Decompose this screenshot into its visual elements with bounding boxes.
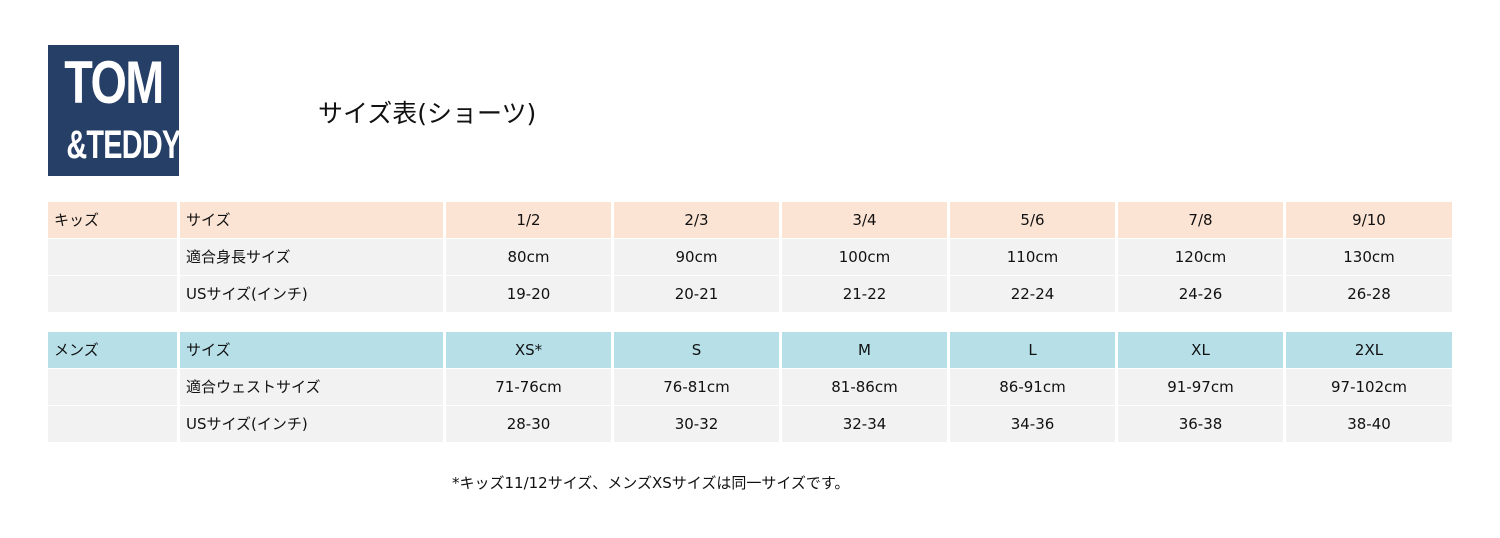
value-cell: 22-24 (950, 276, 1115, 312)
value-cell: 130cm (1286, 239, 1452, 275)
value-cell: 2/3 (614, 202, 779, 238)
row-label: サイズ (180, 332, 443, 368)
value-cell: 19-20 (446, 276, 611, 312)
value-cell: 86-91cm (950, 369, 1115, 405)
value-cell: 36-38 (1118, 406, 1283, 442)
value-cell: 38-40 (1286, 406, 1452, 442)
value-cell: 20-21 (614, 276, 779, 312)
empty-cell (48, 406, 177, 442)
page-title: サイズ表(ショーツ) (318, 99, 537, 128)
row-label: 適合身長サイズ (180, 239, 443, 275)
value-cell: 90cm (614, 239, 779, 275)
row-label: 適合ウェストサイズ (180, 369, 443, 405)
brand-logo: TOM &TEDDY (48, 45, 181, 176)
value-cell: 100cm (782, 239, 947, 275)
table-header-row: キッズ サイズ 1/2 2/3 3/4 5/6 7/8 9/10 (48, 202, 1452, 238)
value-cell: L (950, 332, 1115, 368)
empty-cell (48, 239, 177, 275)
value-cell: S (614, 332, 779, 368)
table-row: USサイズ(インチ) 19-20 20-21 21-22 22-24 24-26 26-28 (48, 276, 1452, 312)
group-label: メンズ (48, 332, 177, 368)
value-cell: 30-32 (614, 406, 779, 442)
value-cell: 81-86cm (782, 369, 947, 405)
value-cell: 26-28 (1286, 276, 1452, 312)
empty-cell (48, 369, 177, 405)
value-cell: 21-22 (782, 276, 947, 312)
value-cell: XL (1118, 332, 1283, 368)
kids-size-table: キッズ サイズ 1/2 2/3 3/4 5/6 7/8 9/10 適合身長サイズ 80cm 90cm… (48, 202, 1452, 313)
value-cell: 5/6 (950, 202, 1115, 238)
table-row: 適合身長サイズ 80cm 90cm 100cm 110cm 120cm 130cm (48, 239, 1452, 275)
table-row: 適合ウェストサイズ 71-76cm 76-81cm 81-86cm 86-91cm 91-… (48, 369, 1452, 405)
value-cell: 3/4 (782, 202, 947, 238)
table-row: USサイズ(インチ) 28-30 30-32 32-34 34-36 36-38 38-40 (48, 406, 1452, 442)
group-label: キッズ (48, 202, 177, 238)
empty-cell (48, 276, 177, 312)
logo-line2: &TEDDY (66, 123, 181, 167)
value-cell: 7/8 (1118, 202, 1283, 238)
value-cell: 2XL (1286, 332, 1452, 368)
value-cell: M (782, 332, 947, 368)
value-cell: 24-26 (1118, 276, 1283, 312)
row-label: サイズ (180, 202, 443, 238)
value-cell: XS* (446, 332, 611, 368)
logo-line1: TOM (64, 49, 164, 116)
value-cell: 71-76cm (446, 369, 611, 405)
value-cell: 1/2 (446, 202, 611, 238)
row-label: USサイズ(インチ) (180, 276, 443, 312)
value-cell: 91-97cm (1118, 369, 1283, 405)
value-cell: 97-102cm (1286, 369, 1452, 405)
value-cell: 110cm (950, 239, 1115, 275)
table-header-row: メンズ サイズ XS* S M L XL 2XL (48, 332, 1452, 368)
value-cell: 28-30 (446, 406, 611, 442)
value-cell: 32-34 (782, 406, 947, 442)
footnote: *キッズ11/12サイズ、メンズXSサイズは同一サイズです。 (452, 474, 850, 492)
value-cell: 76-81cm (614, 369, 779, 405)
value-cell: 120cm (1118, 239, 1283, 275)
row-label: USサイズ(インチ) (180, 406, 443, 442)
value-cell: 9/10 (1286, 202, 1452, 238)
value-cell: 34-36 (950, 406, 1115, 442)
value-cell: 80cm (446, 239, 611, 275)
mens-size-table: メンズ サイズ XS* S M L XL 2XL 適合ウェストサイズ 71-76cm 76-81cm… (48, 332, 1452, 443)
